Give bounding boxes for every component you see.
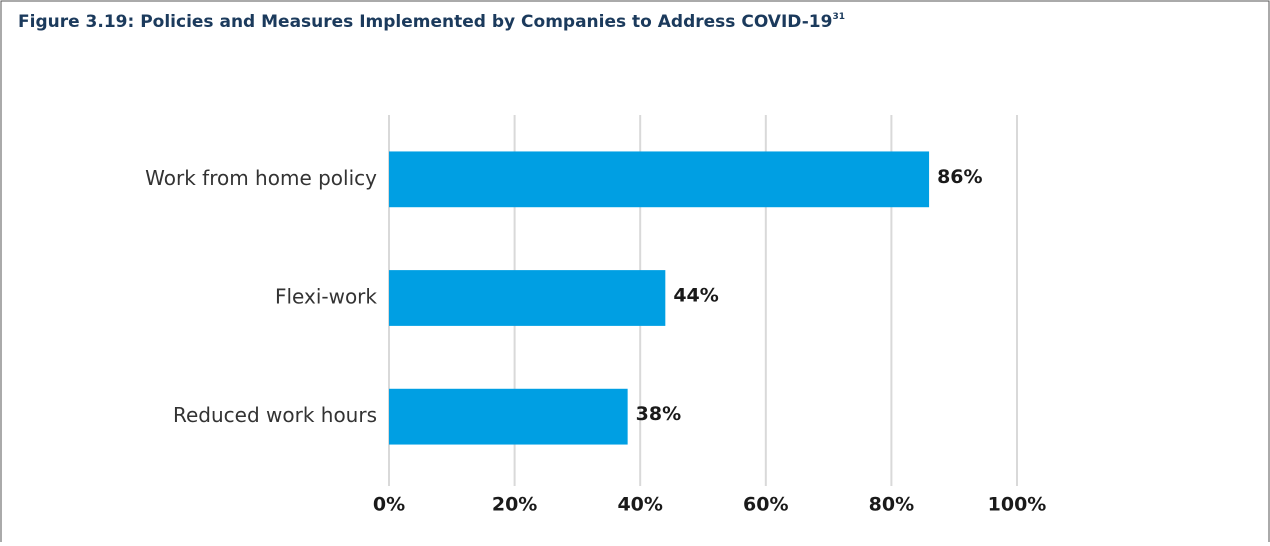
chart-title: Figure 3.19: Policies and Measures Imple… xyxy=(18,12,845,33)
y-tick-label: Flexi-work xyxy=(275,285,377,309)
data-label: 44% xyxy=(673,285,718,307)
x-tick-label: 40% xyxy=(617,494,662,516)
data-label: 38% xyxy=(636,403,681,425)
data-label: 86% xyxy=(937,166,982,188)
x-tick-label: 20% xyxy=(492,494,537,516)
y-tick-label: Reduced work hours xyxy=(173,403,377,427)
bar xyxy=(389,388,628,445)
bar xyxy=(389,270,666,326)
x-tick-label: 80% xyxy=(869,494,914,516)
x-tick-label: 60% xyxy=(743,494,788,516)
x-tick-label: 0% xyxy=(373,494,405,516)
title-footnote: 31 xyxy=(832,12,845,22)
y-tick-label: Work from home policy xyxy=(145,166,377,190)
bar xyxy=(389,151,930,208)
x-tick-label: 100% xyxy=(988,494,1047,516)
title-text: Figure 3.19: Policies and Measures Imple… xyxy=(18,12,832,32)
